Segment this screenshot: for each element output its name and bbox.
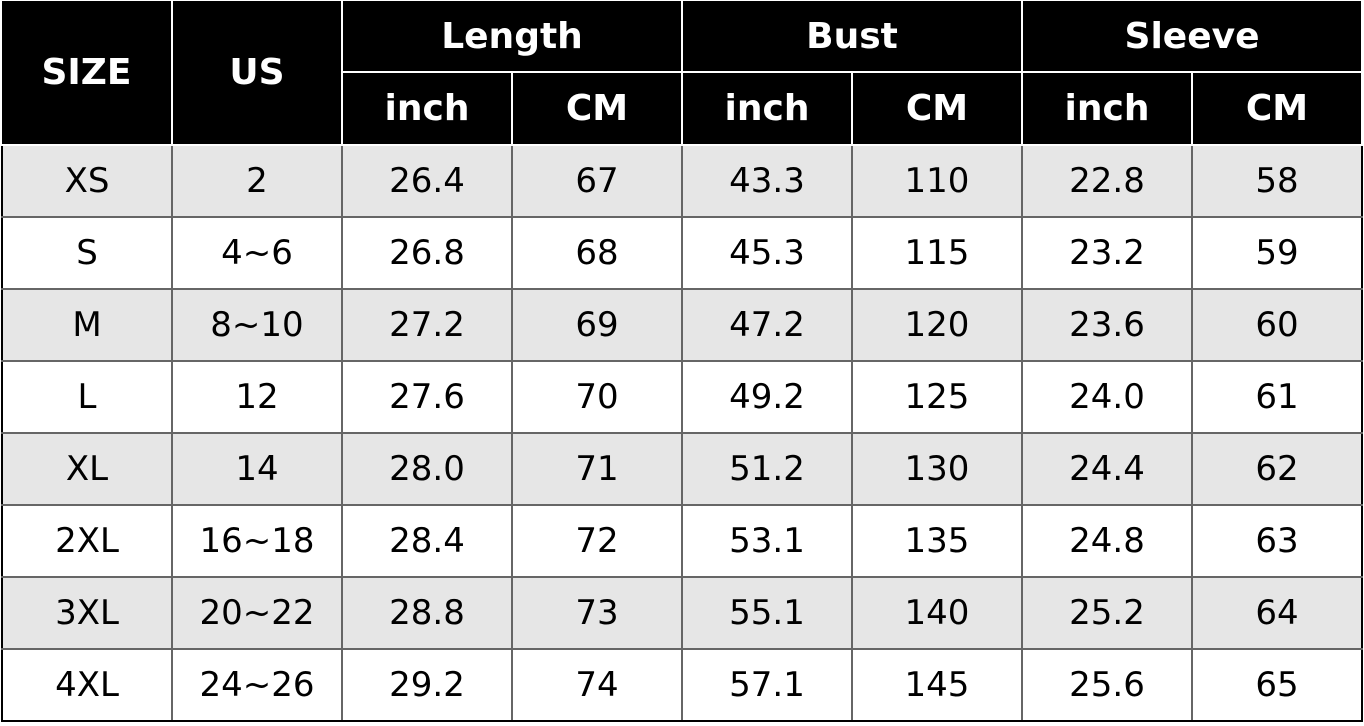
header-sleeve: Sleeve — [1020, 1, 1364, 73]
cell-us: 14 — [171, 432, 343, 506]
header-bust: Bust — [681, 1, 1023, 73]
cell-bust-inch: 55.1 — [681, 576, 853, 650]
cell-sleeve-cm: 60 — [1190, 288, 1364, 362]
cell-length-inch: 28.4 — [341, 504, 513, 578]
header-us: US — [171, 1, 343, 146]
header-sleeve-cm: CM — [1190, 72, 1364, 146]
cell-length-cm: 74 — [511, 648, 683, 722]
cell-length-inch: 29.2 — [341, 648, 513, 722]
cell-size: XL — [1, 432, 173, 506]
cell-bust-inch: 57.1 — [681, 648, 853, 722]
cell-bust-inch: 43.3 — [681, 144, 853, 218]
cell-us: 24~26 — [171, 648, 343, 722]
cell-size: L — [1, 360, 173, 434]
header-length-inch: inch — [341, 72, 513, 146]
cell-length-inch: 27.2 — [341, 288, 513, 362]
cell-sleeve-inch: 25.2 — [1021, 576, 1193, 650]
cell-sleeve-inch: 22.8 — [1021, 144, 1193, 218]
cell-us: 4~6 — [171, 216, 343, 290]
table-row: XS 2 26.4 67 43.3 110 22.8 58 — [1, 144, 1364, 218]
cell-size: M — [1, 288, 173, 362]
cell-sleeve-inch: 23.2 — [1021, 216, 1193, 290]
cell-sleeve-inch: 25.6 — [1021, 648, 1193, 722]
cell-length-cm: 70 — [511, 360, 683, 434]
cell-sleeve-cm: 65 — [1190, 648, 1364, 722]
header-size: SIZE — [2, 1, 173, 146]
table-row: 3XL 20~22 28.8 73 55.1 140 25.2 64 — [1, 576, 1364, 650]
cell-size: 4XL — [1, 648, 173, 722]
cell-bust-cm: 130 — [851, 432, 1023, 506]
cell-size: 2XL — [1, 504, 173, 578]
table-row: XL 14 28.0 71 51.2 130 24.4 62 — [1, 432, 1364, 506]
cell-sleeve-cm: 61 — [1190, 360, 1364, 434]
cell-length-inch: 26.8 — [341, 216, 513, 290]
cell-size: 3XL — [1, 576, 173, 650]
cell-length-cm: 68 — [511, 216, 683, 290]
table-row: 4XL 24~26 29.2 74 57.1 145 25.6 65 — [1, 648, 1364, 722]
cell-bust-cm: 125 — [851, 360, 1023, 434]
cell-sleeve-inch: 24.8 — [1021, 504, 1193, 578]
cell-length-cm: 72 — [511, 504, 683, 578]
table-row: 2XL 16~18 28.4 72 53.1 135 24.8 63 — [1, 504, 1364, 578]
cell-bust-cm: 115 — [851, 216, 1023, 290]
cell-bust-inch: 45.3 — [681, 216, 853, 290]
cell-bust-inch: 47.2 — [681, 288, 853, 362]
cell-bust-cm: 120 — [851, 288, 1023, 362]
cell-us: 12 — [171, 360, 343, 434]
cell-bust-inch: 53.1 — [681, 504, 853, 578]
cell-length-inch: 27.6 — [341, 360, 513, 434]
cell-us: 16~18 — [171, 504, 343, 578]
cell-length-inch: 28.0 — [341, 432, 513, 506]
cell-sleeve-inch: 24.4 — [1021, 432, 1193, 506]
cell-bust-cm: 135 — [851, 504, 1023, 578]
cell-sleeve-cm: 59 — [1190, 216, 1364, 290]
cell-us: 20~22 — [171, 576, 343, 650]
cell-length-cm: 71 — [511, 432, 683, 506]
cell-bust-inch: 49.2 — [681, 360, 853, 434]
cell-sleeve-cm: 62 — [1190, 432, 1364, 506]
cell-sleeve-inch: 23.6 — [1021, 288, 1193, 362]
cell-sleeve-cm: 58 — [1190, 144, 1364, 218]
cell-us: 8~10 — [171, 288, 343, 362]
header-length: Length — [341, 1, 683, 73]
cell-bust-cm: 145 — [851, 648, 1023, 722]
cell-sleeve-cm: 63 — [1190, 504, 1364, 578]
table-row: S 4~6 26.8 68 45.3 115 23.2 59 — [1, 216, 1364, 290]
cell-length-cm: 73 — [511, 576, 683, 650]
cell-length-cm: 67 — [511, 144, 683, 218]
cell-size: S — [1, 216, 173, 290]
cell-bust-cm: 110 — [851, 144, 1023, 218]
table-row: M 8~10 27.2 69 47.2 120 23.6 60 — [1, 288, 1364, 362]
cell-bust-inch: 51.2 — [681, 432, 853, 506]
cell-us: 2 — [171, 144, 343, 218]
cell-length-cm: 69 — [511, 288, 683, 362]
cell-length-inch: 26.4 — [341, 144, 513, 218]
cell-length-inch: 28.8 — [341, 576, 513, 650]
header-bust-cm: CM — [851, 72, 1023, 146]
cell-bust-cm: 140 — [851, 576, 1023, 650]
cell-size: XS — [1, 144, 173, 218]
cell-sleeve-cm: 64 — [1190, 576, 1364, 650]
header-sleeve-inch: inch — [1021, 72, 1193, 146]
cell-sleeve-inch: 24.0 — [1021, 360, 1193, 434]
header-bust-inch: inch — [681, 72, 853, 146]
header-length-cm: CM — [511, 72, 683, 146]
table-row: L 12 27.6 70 49.2 125 24.0 61 — [1, 360, 1364, 434]
